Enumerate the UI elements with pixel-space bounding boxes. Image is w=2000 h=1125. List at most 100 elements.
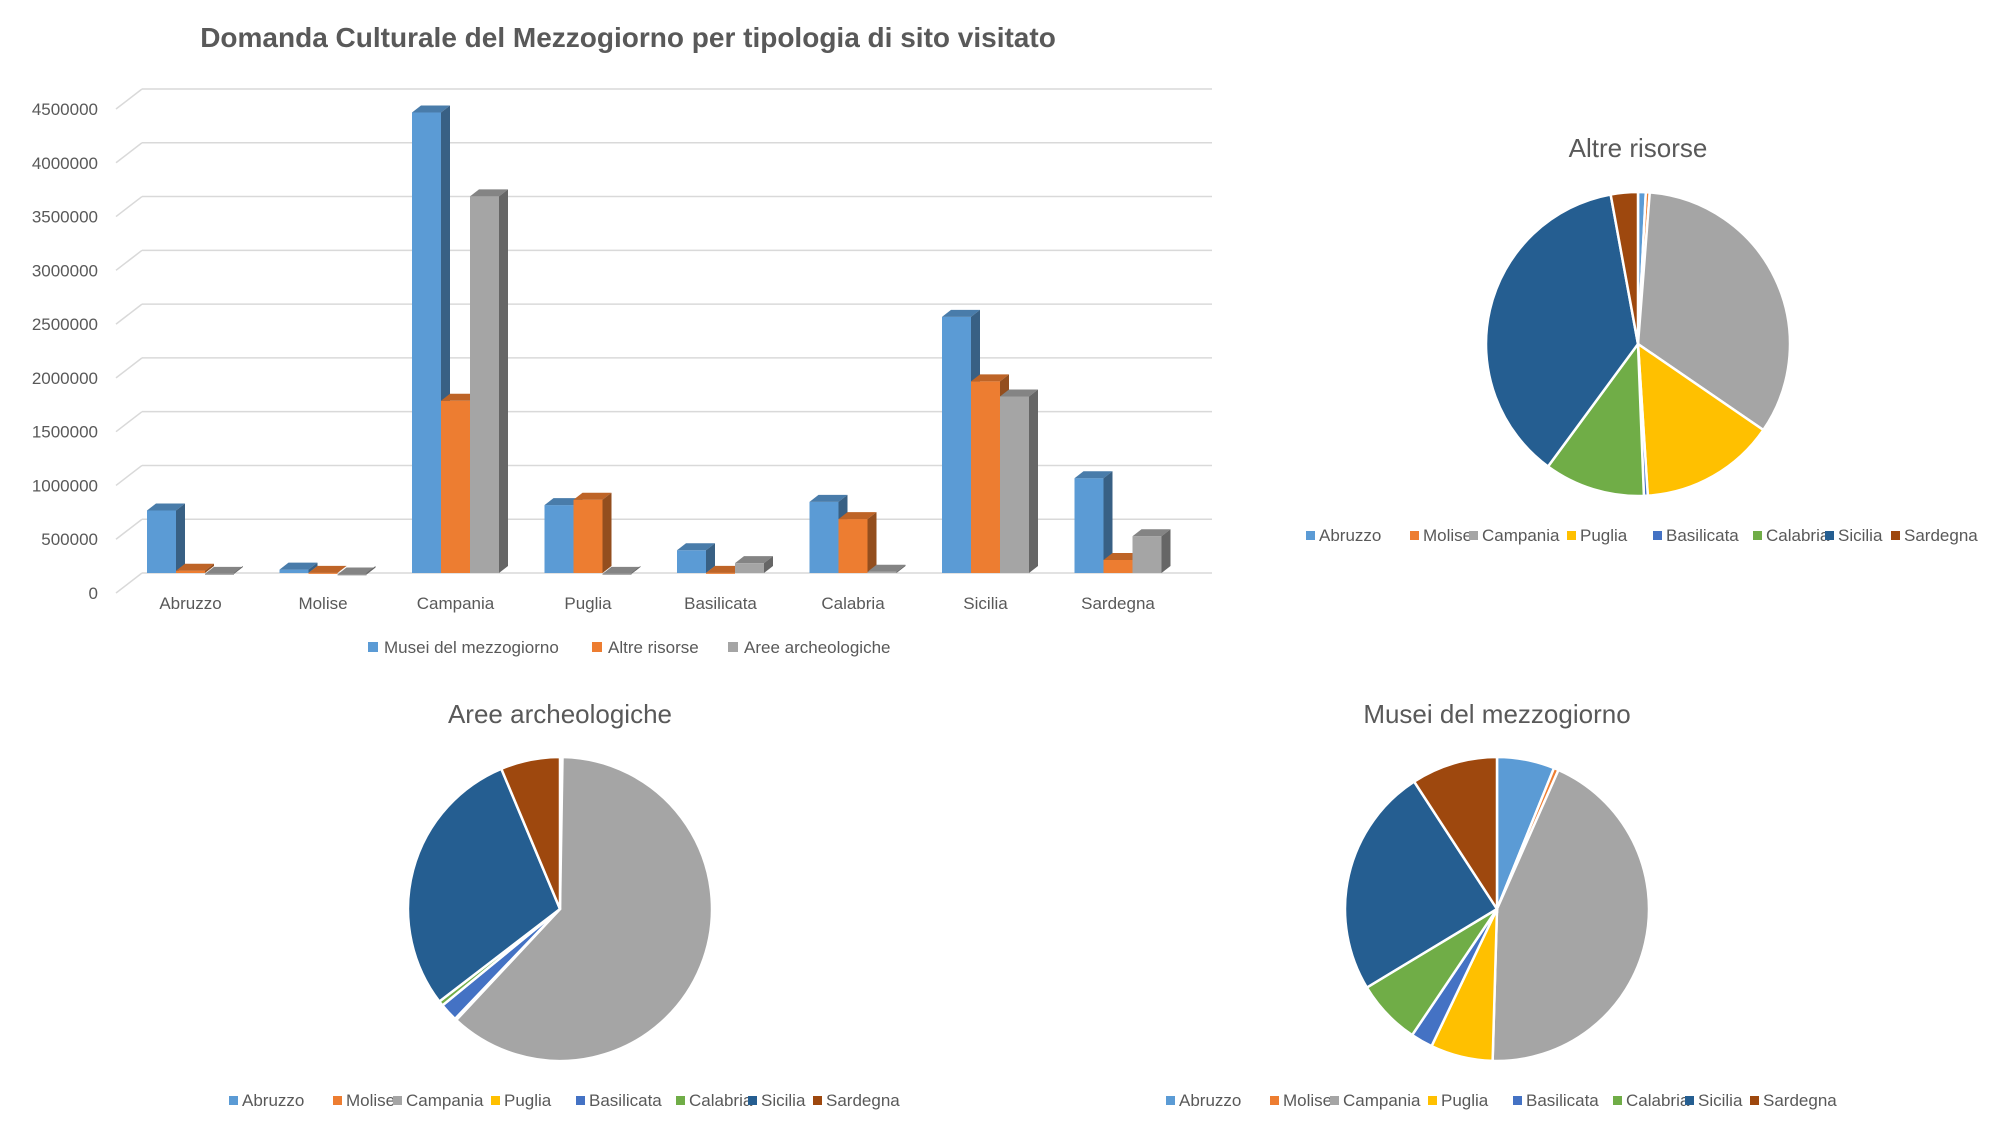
- legend-swatch: [1428, 1096, 1437, 1105]
- legend-label: Campania: [406, 1091, 484, 1110]
- bar-aree-archeologiche-puglia: [602, 566, 641, 575]
- y-tick-label: 2000000: [32, 369, 98, 388]
- bar-side: [337, 565, 347, 573]
- bar-musei-del-mezzogiorno-molise: [279, 562, 318, 573]
- bar-altre-risorse-puglia: [573, 492, 612, 573]
- pie-slice-sicilia: [1343, 779, 1499, 990]
- x-category-label: Sicilia: [963, 594, 1008, 613]
- legend-item-campania: Campania: [1330, 1091, 1421, 1110]
- legend-swatch: [748, 1096, 757, 1105]
- legend-item-sardegna: Sardegna: [1750, 1091, 1837, 1110]
- legend-label: Sicilia: [761, 1091, 806, 1110]
- gridline-depth: [115, 411, 143, 433]
- gridline-depth: [115, 303, 143, 325]
- legend-label: Basilicata: [1526, 1091, 1599, 1110]
- legend-item-sardegna: Sardegna: [1891, 526, 1978, 545]
- legend-label: Molise: [346, 1091, 395, 1110]
- bar-side: [631, 566, 641, 574]
- legend-label: Musei del mezzogiorno: [384, 638, 559, 657]
- pie-slice-campania: [1636, 191, 1792, 432]
- bar-side: [234, 566, 243, 574]
- bar-musei-del-mezzogiorno-sicilia: [942, 309, 980, 573]
- legend-swatch: [1410, 531, 1419, 540]
- pie-musei-slices: [1343, 755, 1651, 1063]
- legend-item-musei-del-mezzogiorno: Musei del mezzogiorno: [368, 638, 559, 657]
- legend-item-abruzzo: Abruzzo: [1306, 526, 1381, 545]
- bar-front: [1000, 396, 1029, 573]
- bar-front: [441, 400, 470, 573]
- legend-swatch: [1750, 1096, 1759, 1105]
- gridline-depth: [115, 357, 143, 379]
- pie-altre-risorse: Altre risorse Abruzzo Molise Campania Pugli…: [1306, 133, 1978, 545]
- bar-side: [499, 189, 508, 573]
- bar-front: [677, 550, 706, 573]
- x-axis-categories: Abruzzo Molise Campania Puglia Basilicata Cal…: [159, 594, 1155, 613]
- bar-side: [1103, 471, 1113, 573]
- bar-top: [706, 565, 744, 573]
- pie-slice-puglia: [1636, 341, 1766, 498]
- legend-swatch: [393, 1096, 402, 1105]
- legend-item-basilicata: Basilicata: [576, 1091, 662, 1110]
- legend-label: Molise: [1423, 526, 1472, 545]
- legend-label: Sicilia: [1838, 526, 1883, 545]
- bar-musei-del-mezzogiorno-abruzzo: [147, 503, 185, 573]
- legend-label: Puglia: [504, 1091, 552, 1110]
- legend-item-basilicata: Basilicata: [1653, 526, 1739, 545]
- y-tick-label: 0: [89, 584, 98, 603]
- legend-swatch: [1469, 531, 1478, 540]
- bar-side: [764, 556, 773, 573]
- bar-front: [412, 112, 441, 573]
- bar-front: [838, 519, 868, 573]
- legend-swatch: [1270, 1096, 1279, 1105]
- bar-top: [308, 565, 347, 573]
- x-category-label: Puglia: [564, 594, 612, 613]
- legend-swatch: [728, 642, 738, 652]
- bar-top: [147, 503, 185, 511]
- bar-front: [205, 573, 234, 575]
- legend-label: Calabria: [689, 1091, 753, 1110]
- legend-swatch: [229, 1096, 238, 1105]
- legend-swatch: [1330, 1096, 1339, 1105]
- legend-swatch: [333, 1096, 342, 1105]
- legend-item-calabria: Calabria: [1753, 526, 1830, 545]
- bar-front: [942, 316, 971, 573]
- pie-aree-archeologiche-legend: Abruzzo Molise Campania Puglia Basilicata Cal…: [229, 1091, 900, 1110]
- y-tick-label: 2500000: [32, 315, 98, 334]
- pie-musei-del-mezzogiorno: Musei del mezzogiorno Abruzzo Molise Campa…: [1166, 699, 1837, 1110]
- legend-label: Sardegna: [1904, 526, 1978, 545]
- gridline-depth: [115, 464, 143, 487]
- bar-side: [896, 564, 906, 573]
- y-tick-label: 500000: [41, 530, 98, 549]
- legend-item-campania: Campania: [1469, 526, 1560, 545]
- bar-front: [176, 570, 205, 573]
- legend-label: Altre risorse: [608, 638, 699, 657]
- bar-front: [735, 563, 764, 573]
- y-tick-label: 1500000: [32, 423, 98, 442]
- pie-altre-risorse-slices: [1484, 190, 1792, 498]
- legend-item-abruzzo: Abruzzo: [229, 1091, 304, 1110]
- x-category-label: Abruzzo: [159, 594, 221, 613]
- bar-side: [366, 566, 376, 575]
- bar-top: [735, 556, 773, 564]
- bar-front: [602, 573, 632, 575]
- y-tick-label: 1000000: [32, 476, 98, 495]
- legend-item-calabria: Calabria: [1613, 1091, 1690, 1110]
- legend-label: Calabria: [1766, 526, 1830, 545]
- gridline-depth: [115, 518, 143, 540]
- legend-item-puglia: Puglia: [1428, 1091, 1489, 1110]
- pie-slice-calabria: [1546, 340, 1646, 498]
- y-tick-label: 4000000: [32, 154, 98, 173]
- legend-item-sardegna: Sardegna: [813, 1091, 900, 1110]
- x-category-label: Molise: [298, 594, 347, 613]
- legend-item-altre-risorse: Altre risorse: [592, 638, 699, 657]
- pie-aree-archeologiche: Aree archeologiche Abruzzo Molise Campania…: [229, 699, 900, 1110]
- legend-item-sicilia: Sicilia: [1825, 526, 1883, 545]
- bar-altre-risorse-calabria: [838, 512, 877, 573]
- bar-top: [867, 564, 906, 572]
- bar-aree-archeologiche-abruzzo: [205, 566, 243, 575]
- legend-swatch: [1567, 531, 1576, 540]
- y-tick-label: 3000000: [32, 261, 98, 280]
- bar-front: [867, 571, 897, 573]
- bar-chart: Domanda Culturale del Mezzogiorno per ti…: [32, 22, 1212, 657]
